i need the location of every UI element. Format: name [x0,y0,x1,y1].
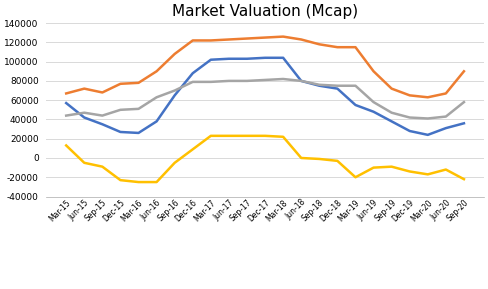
HZL [298,38,304,41]
Share of HZL (64.92%) [262,78,268,82]
Residual Mcap [461,177,467,181]
Share of HZL (64.92%) [298,79,304,83]
Residual Mcap [190,148,196,151]
HZL [226,38,232,41]
Residual Mcap [172,161,178,164]
Residual Mcap [154,180,160,184]
Residual Mcap [100,165,105,168]
Residual Mcap [118,178,123,182]
HZL [190,39,196,42]
Residual Mcap [244,134,250,138]
HZL [425,96,431,99]
Vedanta [100,123,105,126]
Residual Mcap [262,134,268,138]
Residual Mcap [136,180,142,184]
HZL [154,70,160,73]
Vedanta [370,110,376,114]
HZL [81,87,87,90]
HZL [63,92,69,95]
Share of HZL (64.92%) [63,114,69,117]
Vedanta [352,103,358,107]
Vedanta [208,58,214,62]
HZL [334,45,340,49]
Residual Mcap [316,157,322,161]
Residual Mcap [370,166,376,169]
Residual Mcap [208,134,214,138]
Vedanta [172,94,178,97]
Vedanta [190,71,196,75]
HZL [316,42,322,46]
Share of HZL (64.92%) [370,100,376,104]
Share of HZL (64.92%) [208,80,214,84]
Share of HZL (64.92%) [280,77,286,81]
Vedanta [425,133,431,137]
Vedanta [280,56,286,60]
Residual Mcap [425,173,431,176]
Residual Mcap [63,144,69,147]
Share of HZL (64.92%) [443,115,449,118]
Vedanta [136,131,142,135]
Vedanta [334,87,340,90]
Share of HZL (64.92%) [136,107,142,111]
HZL [461,70,467,73]
Share of HZL (64.92%) [334,84,340,88]
Line: HZL: HZL [66,37,464,97]
Vedanta [226,57,232,60]
Residual Mcap [334,159,340,163]
Share of HZL (64.92%) [244,79,250,83]
Share of HZL (64.92%) [226,79,232,83]
Title: Market Valuation (Mcap): Market Valuation (Mcap) [172,4,358,19]
Share of HZL (64.92%) [425,117,431,120]
Residual Mcap [389,165,395,168]
Residual Mcap [407,170,413,173]
Residual Mcap [352,175,358,179]
Residual Mcap [226,134,232,138]
Vedanta [63,101,69,105]
HZL [407,94,413,97]
Vedanta [154,120,160,123]
HZL [118,82,123,86]
HZL [262,36,268,39]
HZL [136,81,142,85]
HZL [100,91,105,94]
Line: Share of HZL (64.92%): Share of HZL (64.92%) [66,79,464,118]
Residual Mcap [443,168,449,171]
Vedanta [316,84,322,88]
Share of HZL (64.92%) [154,96,160,99]
Share of HZL (64.92%) [316,83,322,86]
Vedanta [118,130,123,134]
Line: Vedanta: Vedanta [66,58,464,135]
Share of HZL (64.92%) [81,111,87,114]
Share of HZL (64.92%) [118,108,123,112]
Share of HZL (64.92%) [389,111,395,114]
Share of HZL (64.92%) [352,84,358,88]
Vedanta [389,120,395,123]
Vedanta [244,57,250,60]
HZL [244,37,250,40]
Vedanta [298,79,304,83]
Vedanta [443,126,449,130]
HZL [370,70,376,73]
Residual Mcap [298,156,304,160]
Vedanta [262,56,268,60]
HZL [389,87,395,90]
Residual Mcap [280,135,286,138]
Vedanta [461,122,467,125]
HZL [443,92,449,95]
Residual Mcap [81,161,87,164]
Share of HZL (64.92%) [407,116,413,119]
HZL [352,45,358,49]
HZL [172,52,178,56]
Vedanta [81,116,87,119]
Share of HZL (64.92%) [172,89,178,92]
Share of HZL (64.92%) [100,114,105,117]
HZL [208,39,214,42]
Line: Residual Mcap: Residual Mcap [66,136,464,182]
Vedanta [407,129,413,133]
Share of HZL (64.92%) [461,100,467,104]
HZL [280,35,286,38]
Share of HZL (64.92%) [190,80,196,84]
